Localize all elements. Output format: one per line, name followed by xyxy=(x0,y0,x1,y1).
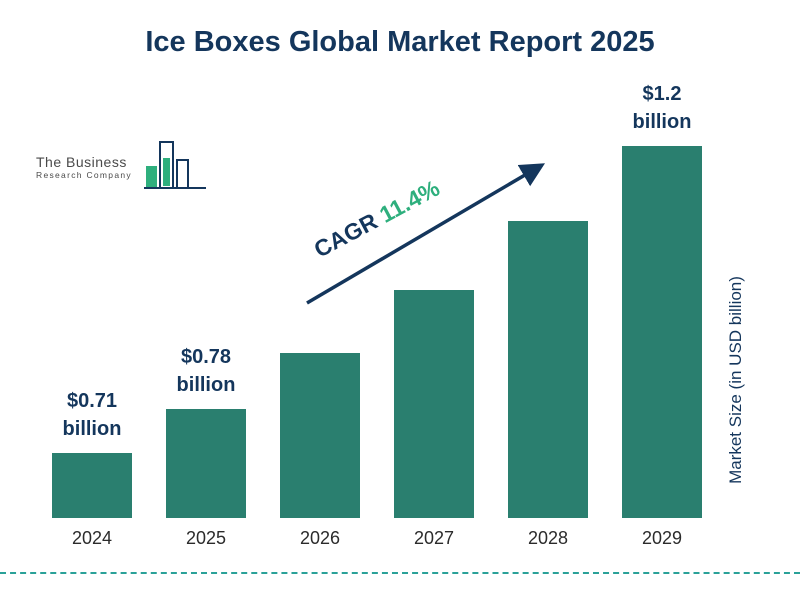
y-axis-label: Market Size (in USD billion) xyxy=(726,276,745,484)
bar xyxy=(508,221,588,518)
logo-line-1: The Business xyxy=(36,154,127,170)
x-axis-tick-label: 2029 xyxy=(641,528,683,548)
logo-text: The Business Research Company xyxy=(36,154,132,180)
company-logo: The Business Research Company xyxy=(36,138,236,198)
bar xyxy=(394,290,474,518)
bottom-dashed-divider xyxy=(0,572,800,574)
x-axis-tick-label: 2025 xyxy=(185,528,227,548)
bar xyxy=(52,453,132,518)
bar xyxy=(622,146,702,518)
bar-value-label: $0.71 billion xyxy=(62,390,122,440)
bar-column-2027: 2027 xyxy=(394,280,474,548)
logo-line-2: Research Company xyxy=(36,170,132,180)
x-axis-tick-label: 2024 xyxy=(71,528,113,548)
x-axis-tick-label: 2026 xyxy=(299,528,341,548)
bar-column-2025: $0.78 billion 2025 xyxy=(166,343,246,548)
logo-bars-icon xyxy=(144,141,206,189)
bar xyxy=(166,409,246,518)
bar-value-label: $1.2 billion xyxy=(632,83,692,133)
bar-column-2026: 2026 xyxy=(280,343,360,548)
bar-column-2028: 2028 xyxy=(508,211,588,548)
x-axis-tick-label: 2028 xyxy=(527,528,569,548)
bar-chart: $0.71 billion 2024 $0.78 billion 2025 2026 20… xyxy=(52,80,702,548)
bar-column-2029: $1.2 billion 2029 xyxy=(622,80,702,548)
bar-value-label: $0.78 billion xyxy=(176,346,236,396)
bar xyxy=(280,353,360,518)
chart-title: Ice Boxes Global Market Report 2025 xyxy=(145,26,655,58)
bar-column-2024: $0.71 billion 2024 xyxy=(52,387,132,548)
x-axis-tick-label: 2027 xyxy=(413,528,455,548)
